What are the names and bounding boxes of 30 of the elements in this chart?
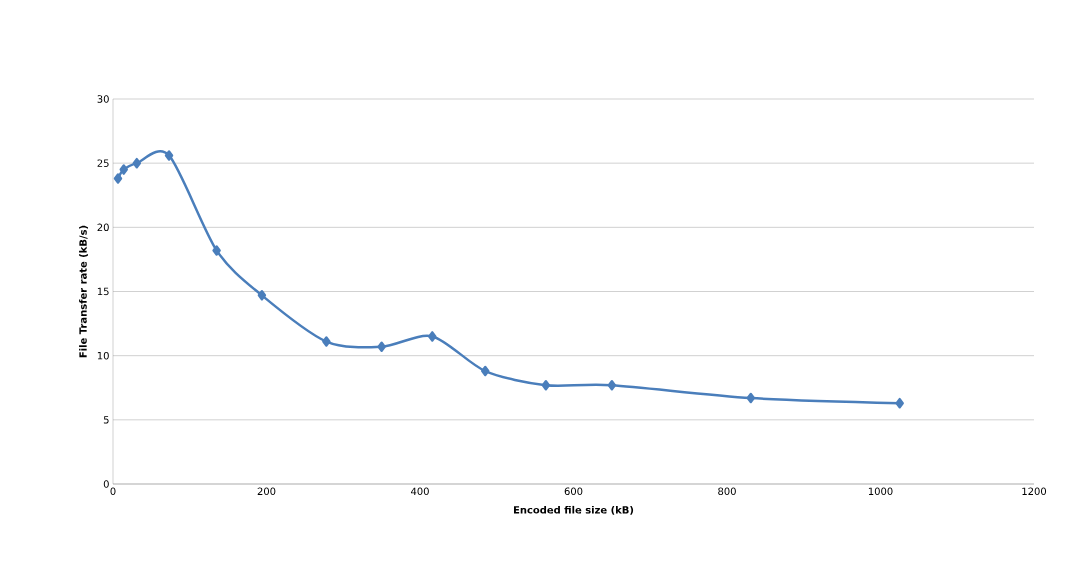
y-tick-label: 10	[97, 351, 109, 360]
point	[113, 173, 123, 184]
x-tick-label: 200	[257, 487, 276, 496]
y-tick-label: 25	[97, 159, 109, 167]
x-tick-label: 400	[410, 487, 429, 496]
point	[119, 164, 128, 175]
x-axis-title: Encoded file size (kB)	[514, 505, 634, 515]
point	[164, 150, 174, 161]
point	[377, 341, 386, 352]
point	[257, 290, 267, 301]
x-tick-label: 0	[110, 487, 116, 496]
y-axis-title: File Transfer rate (kB/s)	[79, 225, 88, 358]
point	[895, 397, 904, 409]
y-tick-label: 30	[97, 95, 109, 103]
point	[132, 157, 142, 169]
x-tick-label: 800	[718, 487, 736, 496]
point	[481, 365, 490, 377]
y-tick-label: 15	[97, 287, 109, 296]
point	[212, 245, 221, 256]
x-tick-label: 600	[564, 487, 583, 496]
point	[607, 379, 617, 391]
point	[746, 392, 756, 404]
y-tick-label: 5	[103, 416, 109, 424]
point	[428, 331, 437, 342]
y-tick-label: 0	[103, 480, 109, 488]
y-tick-label: 20	[97, 223, 109, 232]
x-tick-label: 1000	[868, 487, 893, 496]
x-tick-label: 1200	[1022, 487, 1047, 496]
point	[322, 336, 331, 347]
point	[541, 379, 551, 391]
